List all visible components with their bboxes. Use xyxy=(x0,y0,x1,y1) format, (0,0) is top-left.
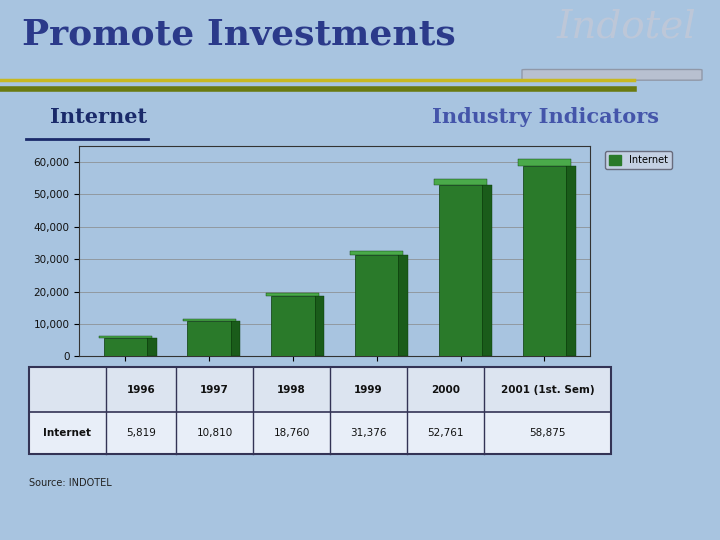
Text: Promote Investments: Promote Investments xyxy=(22,17,455,51)
Text: Internet: Internet xyxy=(43,428,91,438)
Text: 10,810: 10,810 xyxy=(197,428,233,438)
Bar xyxy=(355,255,398,356)
Text: Source: INDOTEL: Source: INDOTEL xyxy=(29,478,112,488)
Bar xyxy=(398,255,408,356)
Bar xyxy=(231,321,240,356)
Text: 2000: 2000 xyxy=(431,384,460,395)
Bar xyxy=(182,320,235,321)
Bar xyxy=(315,295,324,356)
Text: 18,760: 18,760 xyxy=(274,428,310,438)
Text: 1997: 1997 xyxy=(200,384,229,395)
Bar xyxy=(99,335,152,338)
Text: 52,761: 52,761 xyxy=(428,428,464,438)
Bar xyxy=(104,338,147,356)
Bar xyxy=(438,185,482,356)
Text: 1998: 1998 xyxy=(277,384,306,395)
Text: 58,875: 58,875 xyxy=(529,428,566,438)
Bar xyxy=(482,185,492,356)
Bar xyxy=(523,166,566,356)
Bar xyxy=(187,321,231,356)
Bar xyxy=(518,159,571,166)
FancyBboxPatch shape xyxy=(522,70,702,80)
Legend: Internet: Internet xyxy=(606,151,672,168)
Text: 1996: 1996 xyxy=(127,384,156,395)
Bar xyxy=(29,412,611,454)
Bar xyxy=(29,367,611,454)
Text: 2001 (1st. Sem): 2001 (1st. Sem) xyxy=(501,384,595,395)
Text: Industry Indicators: Industry Indicators xyxy=(432,106,659,127)
Bar xyxy=(147,338,157,356)
Text: 31,376: 31,376 xyxy=(351,428,387,438)
Text: 1999: 1999 xyxy=(354,384,383,395)
Bar xyxy=(271,295,315,356)
Text: Internet: Internet xyxy=(50,106,148,127)
Text: Indotel: Indotel xyxy=(557,9,696,46)
Bar xyxy=(29,367,611,412)
Bar xyxy=(350,251,403,255)
Bar xyxy=(434,179,487,185)
Text: 5,819: 5,819 xyxy=(126,428,156,438)
Bar xyxy=(566,166,576,356)
Bar xyxy=(266,294,320,295)
